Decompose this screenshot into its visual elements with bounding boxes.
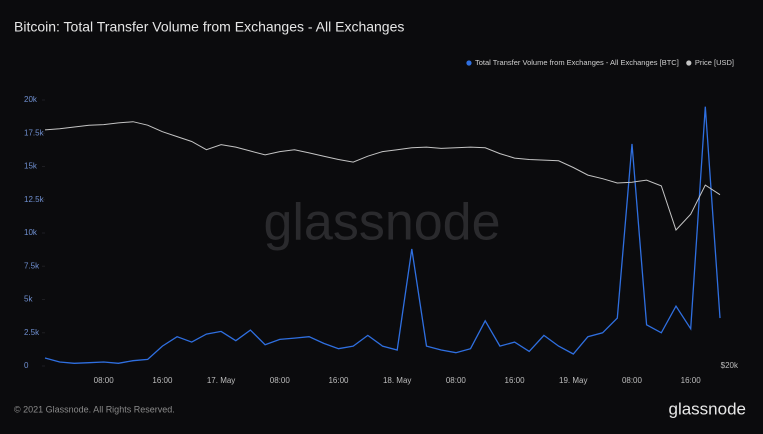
y-tick-label: 20k	[24, 95, 38, 104]
legend-swatch	[466, 60, 472, 66]
legend-swatch	[686, 60, 692, 66]
legend-label: Total Transfer Volume from Exchanges - A…	[475, 58, 679, 67]
x-tick-label: 17. May	[207, 376, 235, 385]
y-tick-label: 2.5k	[24, 328, 40, 337]
x-tick-label: 19. May	[559, 376, 587, 385]
x-tick-label: 16:00	[681, 376, 702, 385]
x-tick-label: 16:00	[505, 376, 526, 385]
x-tick-label: 08:00	[446, 376, 467, 385]
y-tick-label: 0	[24, 361, 29, 370]
x-tick-label: 08:00	[622, 376, 643, 385]
y-tick-label: 15k	[24, 162, 38, 171]
series-line	[44, 121, 721, 231]
x-tick-label: 08:00	[270, 376, 291, 385]
x-tick-label: 08:00	[94, 376, 115, 385]
footer: © 2021 Glassnode. All Rights Reserved.	[14, 404, 175, 414]
y-tick-label: 5k	[24, 295, 33, 304]
y-tick-label: 7.5k	[24, 261, 40, 270]
x-tick-label: 16:00	[328, 376, 349, 385]
chart-title: Bitcoin: Total Transfer Volume from Exch…	[14, 19, 404, 35]
watermark: glassnode	[263, 194, 500, 252]
x-tick-label: 18. May	[383, 376, 411, 385]
y-tick-label: 10k	[24, 228, 38, 237]
x-tick-label: 16:00	[152, 376, 173, 385]
y-tick-label: 17.5k	[24, 128, 45, 137]
y2-tick-label: $20k	[721, 361, 739, 370]
y-tick-label: 12.5k	[24, 195, 45, 204]
legend-label: Price [USD]	[695, 58, 734, 67]
series-line	[44, 106, 721, 364]
logo: glassnode	[668, 399, 746, 418]
